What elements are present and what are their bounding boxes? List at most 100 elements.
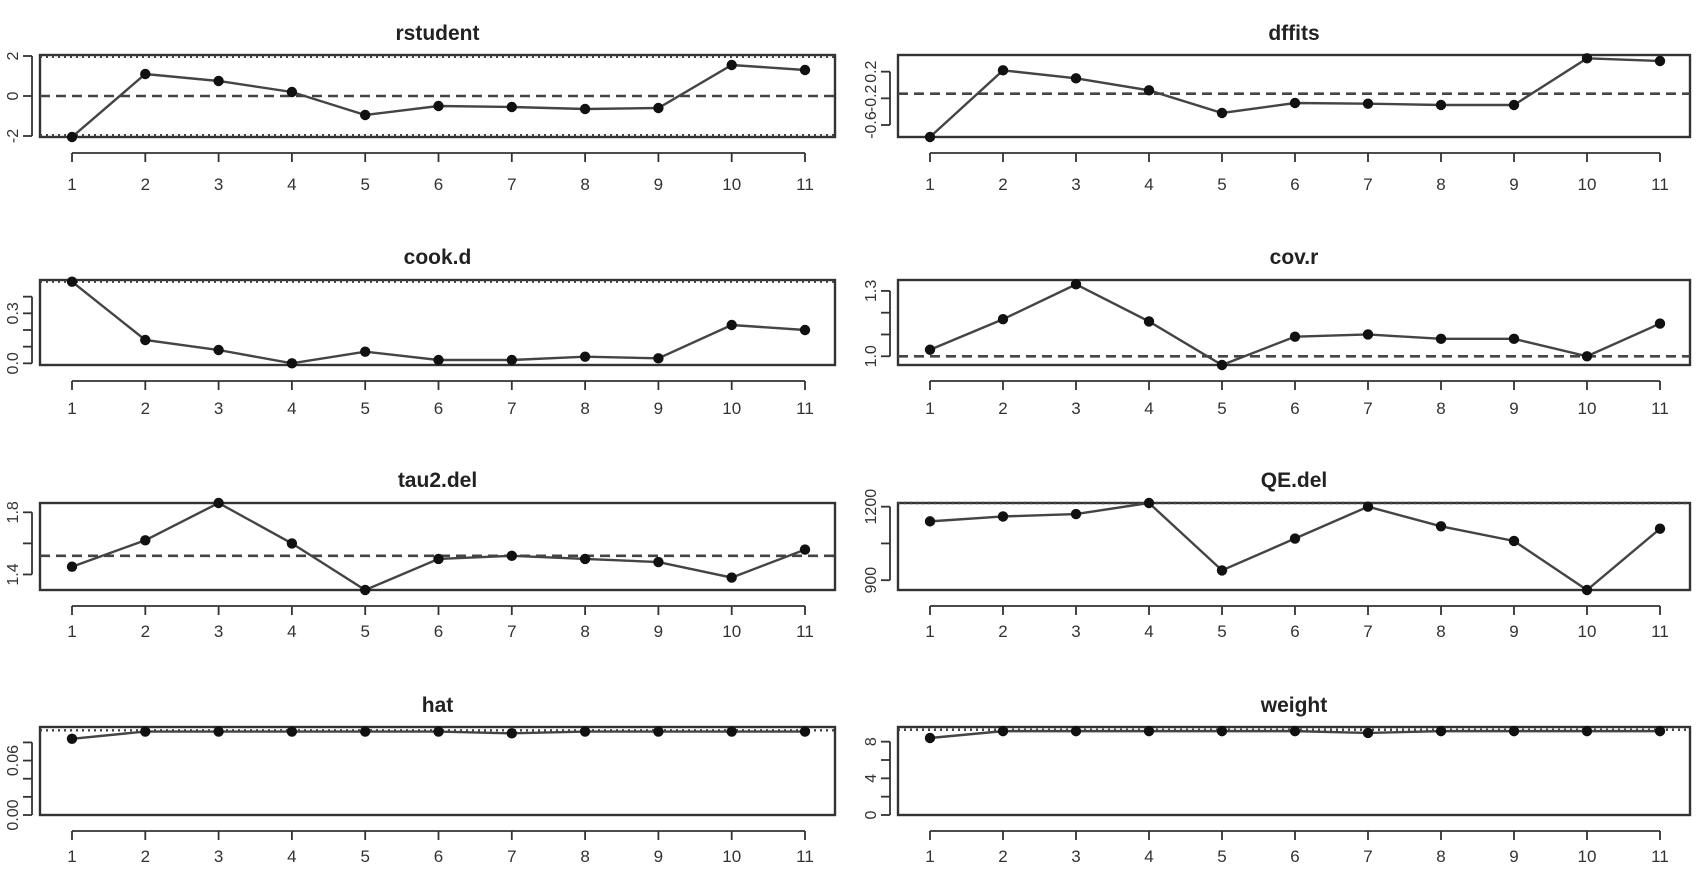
x-tick-label: 8 xyxy=(1436,622,1445,641)
x-tick-label: 8 xyxy=(580,399,589,418)
data-point xyxy=(1435,725,1447,737)
x-tick-label: 7 xyxy=(1363,622,1372,641)
x-tick-label: 10 xyxy=(1578,175,1597,194)
y-tick-label: 0.00 xyxy=(5,799,22,830)
data-point xyxy=(1070,508,1082,520)
plot-frame xyxy=(38,278,837,367)
data-point xyxy=(1362,501,1374,512)
data-point xyxy=(286,538,298,549)
x-tick-label: 4 xyxy=(287,175,296,194)
data-point xyxy=(1654,55,1666,67)
data-point xyxy=(579,351,591,362)
data-point xyxy=(924,516,936,527)
data-point xyxy=(506,728,517,739)
x-tick-label: 7 xyxy=(507,399,516,418)
x-tick-label: 3 xyxy=(214,399,223,418)
data-point xyxy=(799,324,811,336)
data-point xyxy=(726,572,737,583)
y-tick-label: 1.0 xyxy=(863,345,880,367)
x-tick-label: 4 xyxy=(1144,847,1153,866)
panel-qe-del: QE.del 1 2 3 4 5 6 7 8 9 10 11 900 1200 xyxy=(863,469,1692,641)
data-point xyxy=(1362,98,1374,109)
data-point xyxy=(1070,279,1082,290)
y-tick-label: 8 xyxy=(863,737,880,746)
x-tick-label: 7 xyxy=(1363,399,1372,418)
data-point xyxy=(924,344,936,355)
data-point xyxy=(1508,535,1520,547)
x-tick-label: 3 xyxy=(1071,622,1080,641)
data-point xyxy=(1143,497,1155,509)
x-tick-label: 9 xyxy=(654,622,663,641)
plot-frame xyxy=(896,53,1692,139)
data-point xyxy=(213,497,224,509)
y-tick-label: 2 xyxy=(5,51,22,60)
x-tick-label: 1 xyxy=(925,399,934,418)
x-tick-label: 4 xyxy=(1144,175,1153,194)
data-point xyxy=(1070,725,1082,737)
data-point xyxy=(506,550,517,562)
data-point xyxy=(66,131,78,143)
data-point xyxy=(140,68,151,80)
y-tick-label: -0.6 xyxy=(863,111,880,139)
x-tick-label: 4 xyxy=(287,847,296,866)
panel-title: dffits xyxy=(1268,22,1319,45)
data-point xyxy=(140,535,151,546)
x-tick-label: 4 xyxy=(1144,399,1153,418)
data-point xyxy=(997,511,1009,522)
panel-title: tau2.del xyxy=(398,469,477,492)
panel-title: weight xyxy=(1260,694,1328,717)
x-tick-label: 4 xyxy=(287,622,296,641)
x-tick-label: 2 xyxy=(141,622,150,641)
x-tick-label: 6 xyxy=(1290,399,1299,418)
data-point xyxy=(579,726,591,737)
data-point xyxy=(1581,53,1593,64)
x-tick-label: 6 xyxy=(434,847,443,866)
x-tick-label: 1 xyxy=(925,622,934,641)
x-tick-label: 4 xyxy=(1144,622,1153,641)
y-tick-label: 0 xyxy=(5,91,22,100)
data-point xyxy=(433,553,444,565)
x-tick-label: 2 xyxy=(998,847,1007,866)
data-point xyxy=(286,726,298,737)
data-point xyxy=(1654,318,1666,329)
series-line xyxy=(929,283,1661,367)
panel-hat: hat 1 2 3 4 5 6 7 8 9 10 11 0.00 0.06 xyxy=(5,694,837,866)
x-tick-label: 7 xyxy=(1363,847,1372,866)
x-tick-label: 10 xyxy=(1578,622,1597,641)
data-point xyxy=(286,86,298,98)
data-point xyxy=(1216,359,1228,371)
x-tick-label: 3 xyxy=(1071,847,1080,866)
x-tick-label: 11 xyxy=(796,399,814,418)
y-tick-label: 1.8 xyxy=(5,501,22,523)
data-point xyxy=(799,64,811,76)
x-tick-label: 5 xyxy=(1217,399,1226,418)
x-tick-label: 6 xyxy=(1290,175,1299,194)
data-point xyxy=(1435,333,1447,345)
y-tick-label: 900 xyxy=(863,567,880,594)
data-point xyxy=(1070,73,1082,84)
x-tick-label: 1 xyxy=(67,399,76,418)
panel-title: cook.d xyxy=(404,246,472,269)
y-tick-label: -2 xyxy=(5,129,22,143)
x-tick-label: 7 xyxy=(507,847,516,866)
data-point xyxy=(1654,725,1666,737)
y-tick-label: 0.2 xyxy=(863,60,880,82)
data-point xyxy=(1508,725,1520,737)
plot-frame xyxy=(896,278,1692,367)
x-tick-label: 9 xyxy=(654,847,663,866)
x-tick-label: 7 xyxy=(507,175,516,194)
x-tick-label: 9 xyxy=(1509,399,1518,418)
data-point xyxy=(1216,725,1228,737)
x-tick-label: 2 xyxy=(998,175,1007,194)
data-point xyxy=(213,726,224,737)
x-tick-label: 8 xyxy=(580,622,589,641)
x-tick-label: 6 xyxy=(434,399,443,418)
x-tick-label: 11 xyxy=(796,847,814,866)
data-point xyxy=(1216,107,1228,119)
x-tick-label: 8 xyxy=(580,847,589,866)
data-point xyxy=(1508,99,1520,111)
data-point xyxy=(1581,351,1593,362)
x-tick-label: 1 xyxy=(925,175,934,194)
panel-dffits: dffits 1 2 3 4 5 6 7 8 9 10 11 -0.6-0.2 0.2 xyxy=(863,22,1692,194)
